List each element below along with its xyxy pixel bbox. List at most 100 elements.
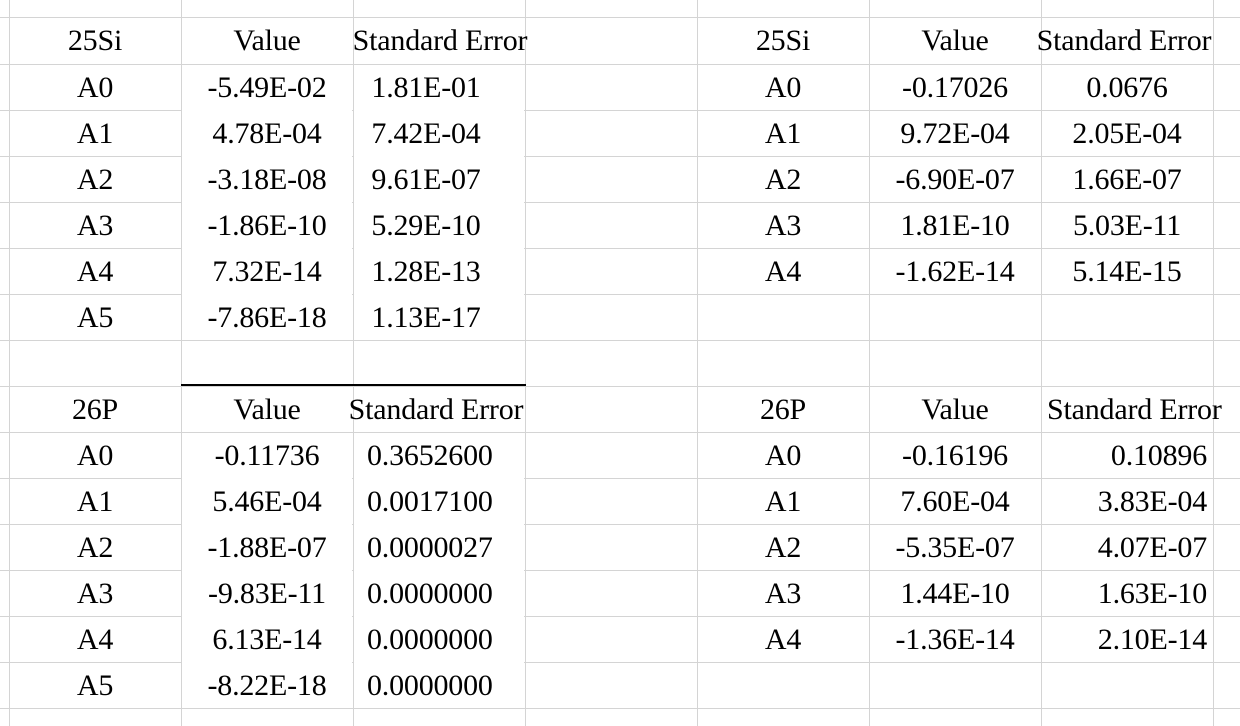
gridline-vertical	[869, 0, 870, 726]
row-standard-error: 9.61E-07	[371, 163, 481, 196]
row-value: -0.16196	[902, 439, 1008, 472]
gridline-horizontal	[0, 64, 1240, 65]
row-param-label: A4	[764, 623, 802, 656]
table-bottom-border	[181, 384, 526, 386]
gridline-vertical	[181, 0, 182, 726]
merged-cell-area	[182, 433, 352, 708]
column-header-value: Value	[921, 24, 989, 57]
row-standard-error: 0.0676	[1086, 71, 1168, 104]
row-standard-error: 2.05E-04	[1072, 117, 1182, 150]
row-param-label: A5	[76, 301, 114, 334]
column-header-standard-error: Standard Error	[348, 393, 524, 426]
gridline-horizontal	[0, 110, 1240, 111]
row-standard-error: 1.66E-07	[1072, 163, 1182, 196]
row-param-label: A5	[76, 669, 114, 702]
row-value: -0.11736	[214, 439, 320, 472]
row-standard-error: 1.63E-10	[1097, 577, 1207, 610]
row-standard-error: 1.28E-13	[371, 255, 481, 288]
row-param-label: A1	[764, 117, 802, 150]
row-standard-error: 1.13E-17	[371, 301, 481, 334]
column-header-value: Value	[233, 393, 301, 426]
row-value: 5.46E-04	[212, 485, 322, 518]
gridline-vertical	[525, 0, 526, 726]
column-header-standard-error: Standard Error	[352, 24, 528, 57]
row-value: -1.36E-14	[895, 623, 1015, 656]
merged-cell-area	[182, 65, 352, 340]
row-standard-error: 5.03E-11	[1072, 209, 1182, 242]
merged-cell-area	[354, 65, 524, 340]
gridline-horizontal	[0, 616, 1240, 617]
table-element-label: 26P	[759, 393, 807, 426]
row-param-label: A0	[764, 439, 802, 472]
row-param-label: A2	[76, 531, 114, 564]
row-standard-error: 0.0000000	[367, 577, 493, 610]
row-value: -3.18E-08	[207, 163, 327, 196]
table-element-label: 25Si	[67, 24, 123, 57]
column-header-standard-error: Standard Error	[1047, 393, 1222, 426]
row-param-label: A4	[76, 255, 114, 288]
row-value: -5.35E-07	[895, 531, 1015, 564]
row-value: -9.83E-11	[208, 577, 326, 610]
row-param-label: A4	[76, 623, 114, 656]
row-standard-error: 1.81E-01	[371, 71, 481, 104]
table-element-label: 25Si	[755, 24, 811, 57]
column-header-value: Value	[233, 24, 301, 57]
row-value: 1.44E-10	[900, 577, 1010, 610]
row-param-label: A0	[76, 71, 114, 104]
row-param-label: A2	[76, 163, 114, 196]
gridline-vertical	[353, 65, 354, 340]
row-value: 6.13E-14	[212, 623, 322, 656]
row-param-label: A3	[764, 209, 802, 242]
merged-cell-area	[354, 433, 524, 708]
gridline-horizontal	[0, 386, 1240, 387]
row-standard-error: 5.29E-10	[371, 209, 481, 242]
row-value: -0.17026	[902, 71, 1008, 104]
gridline-horizontal	[0, 708, 1240, 709]
gridline-vertical	[1213, 0, 1214, 726]
row-value: -1.86E-10	[207, 209, 327, 242]
row-value: -1.88E-07	[207, 531, 327, 564]
row-param-label: A1	[76, 485, 114, 518]
row-value: 1.81E-10	[900, 209, 1010, 242]
row-param-label: A0	[764, 71, 802, 104]
row-standard-error: 0.3652600	[367, 439, 493, 472]
table-element-label: 26P	[71, 393, 119, 426]
row-value: -7.86E-18	[207, 301, 327, 334]
gridline-horizontal	[0, 478, 1240, 479]
row-value: 4.78E-04	[212, 117, 322, 150]
gridline-vertical	[697, 0, 698, 726]
gridline-horizontal	[0, 524, 1240, 525]
row-param-label: A1	[76, 117, 114, 150]
row-value: 7.60E-04	[900, 485, 1010, 518]
row-standard-error: 5.14E-15	[1072, 255, 1182, 288]
column-header-standard-error: Standard Error	[1036, 24, 1212, 57]
row-value: -6.90E-07	[895, 163, 1015, 196]
row-standard-error: 0.0000000	[367, 669, 493, 702]
row-standard-error: 2.10E-14	[1097, 623, 1207, 656]
row-value: 9.72E-04	[900, 117, 1010, 150]
gridline-vertical	[353, 0, 354, 726]
gridline-vertical	[9, 0, 10, 726]
row-param-label: A1	[764, 485, 802, 518]
row-value: -5.49E-02	[207, 71, 327, 104]
gridline-horizontal	[0, 156, 1240, 157]
row-standard-error: 3.83E-04	[1097, 485, 1207, 518]
row-standard-error: 0.0017100	[367, 485, 493, 518]
gridline-horizontal	[0, 202, 1240, 203]
gridline-horizontal	[0, 294, 1240, 295]
row-standard-error: 0.10896	[1110, 439, 1207, 472]
gridline-horizontal	[0, 570, 1240, 571]
row-param-label: A2	[764, 531, 802, 564]
gridline-horizontal	[0, 248, 1240, 249]
gridline-horizontal	[0, 432, 1240, 433]
row-standard-error: 7.42E-04	[371, 117, 481, 150]
row-standard-error: 0.0000000	[367, 623, 493, 656]
gridline-vertical	[353, 433, 354, 708]
row-value: 7.32E-14	[212, 255, 322, 288]
row-param-label: A4	[764, 255, 802, 288]
row-param-label: A2	[764, 163, 802, 196]
row-value: -8.22E-18	[207, 669, 327, 702]
row-param-label: A3	[764, 577, 802, 610]
row-param-label: A3	[76, 209, 114, 242]
